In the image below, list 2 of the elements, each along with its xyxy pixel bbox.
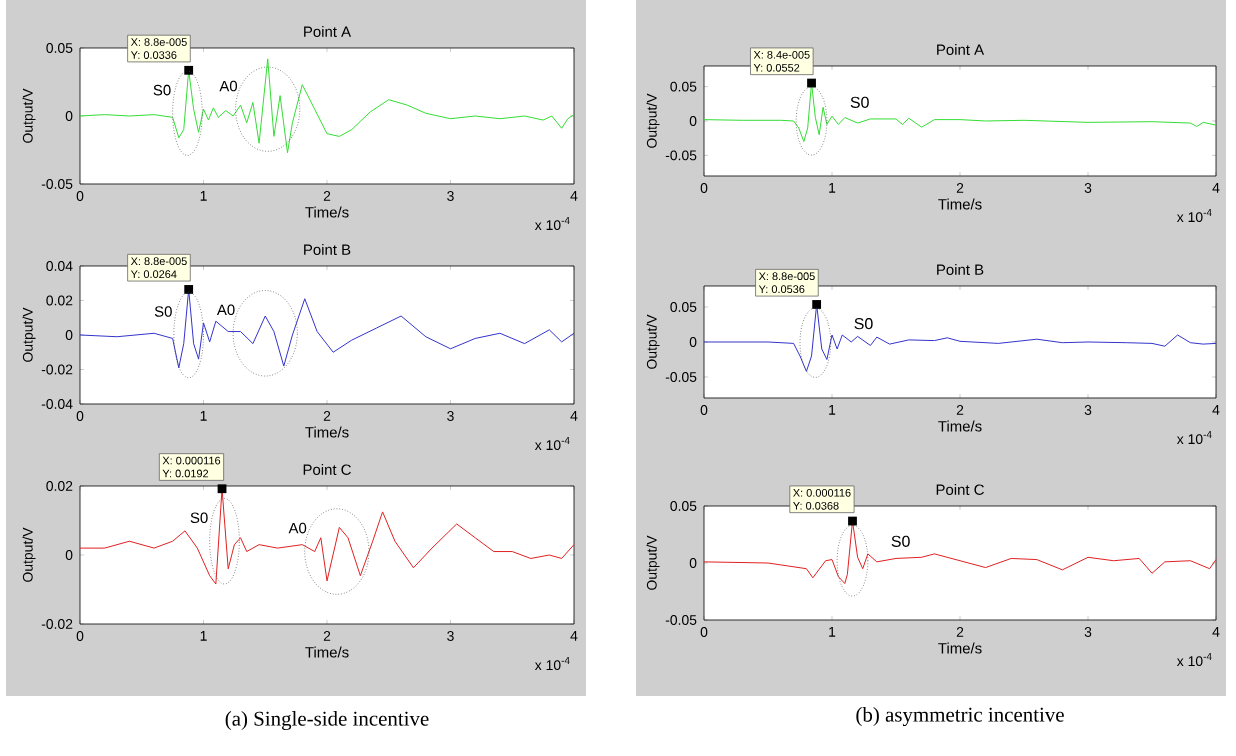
text: (b) asymmetric incentive xyxy=(856,707,1064,727)
text: (a) Single-side incentive xyxy=(225,711,429,731)
